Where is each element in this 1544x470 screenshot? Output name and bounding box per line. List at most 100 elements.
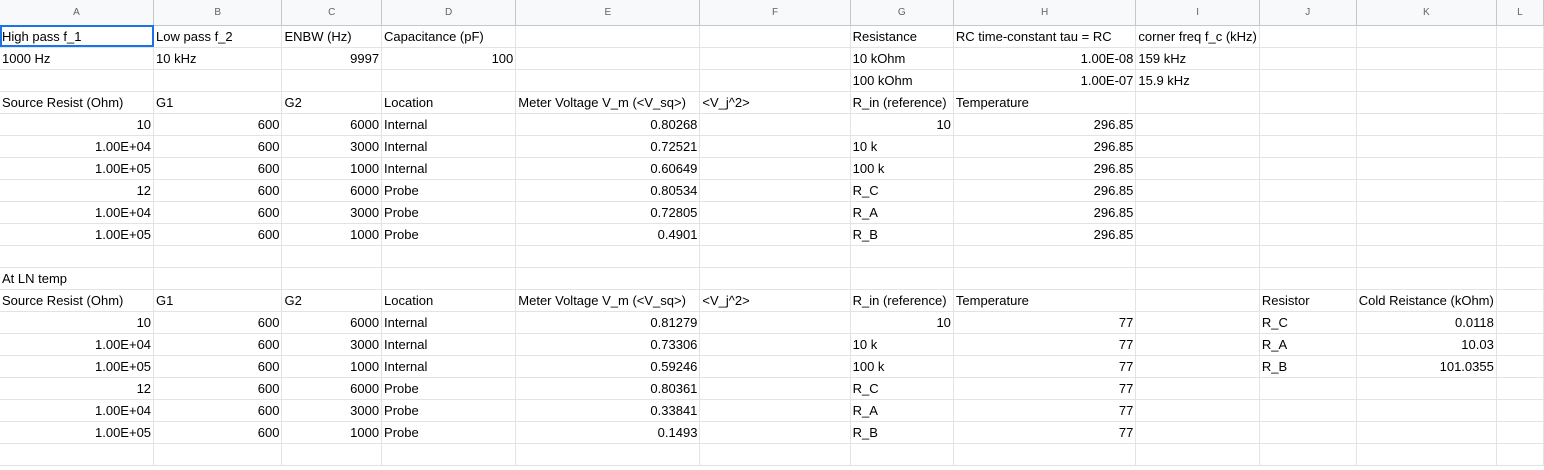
cell-i20[interactable] (1135, 443, 1260, 466)
cell-h14[interactable]: 77 (953, 311, 1137, 334)
cell-d13[interactable]: Location (381, 289, 517, 312)
cell-d9[interactable]: Probe (381, 201, 517, 224)
cell-b7[interactable]: 600 (153, 157, 283, 180)
cell-h3[interactable]: 1.00E-07 (953, 69, 1137, 92)
cell-k11[interactable] (1356, 245, 1497, 268)
cell-h7[interactable]: 296.85 (953, 157, 1137, 180)
cell-j3[interactable] (1259, 69, 1357, 92)
cell-l19[interactable] (1496, 421, 1544, 444)
cell-k16[interactable]: 101.0355 (1356, 355, 1497, 378)
cell-f17[interactable] (699, 377, 851, 400)
cell-j17[interactable] (1259, 377, 1357, 400)
cell-d16[interactable]: Internal (381, 355, 517, 378)
cell-e4[interactable]: Meter Voltage V_m (<V_sq>) (515, 91, 701, 114)
cell-d10[interactable]: Probe (381, 223, 517, 246)
cell-k7[interactable] (1356, 157, 1497, 180)
cell-j19[interactable] (1259, 421, 1357, 444)
cell-c17[interactable]: 6000 (281, 377, 383, 400)
cell-a8[interactable]: 12 (0, 179, 155, 202)
cell-l15[interactable] (1496, 333, 1544, 356)
cell-e13[interactable]: Meter Voltage V_m (<V_sq>) (515, 289, 701, 312)
cell-g11[interactable] (850, 245, 954, 268)
cell-b3[interactable] (153, 69, 283, 92)
cell-f5[interactable] (699, 113, 851, 136)
cell-b5[interactable]: 600 (153, 113, 283, 136)
cell-d19[interactable]: Probe (381, 421, 517, 444)
cell-a2[interactable]: 1000 Hz (0, 47, 155, 70)
cell-i2[interactable]: 159 kHz (1135, 47, 1260, 70)
cell-j7[interactable] (1259, 157, 1357, 180)
cell-g3[interactable]: 100 kOhm (850, 69, 954, 92)
cell-k3[interactable] (1356, 69, 1497, 92)
cell-g19[interactable]: R_B (850, 421, 954, 444)
cell-f9[interactable] (699, 201, 851, 224)
cell-a1[interactable]: High pass f_1 (0, 25, 155, 48)
cell-b18[interactable]: 600 (153, 399, 283, 422)
cell-c12[interactable] (281, 267, 383, 290)
cell-j6[interactable] (1259, 135, 1357, 158)
cell-e11[interactable] (515, 245, 701, 268)
cell-c7[interactable]: 1000 (281, 157, 383, 180)
cell-f6[interactable] (699, 135, 851, 158)
cell-a10[interactable]: 1.00E+05 (0, 223, 155, 246)
cell-f10[interactable] (699, 223, 851, 246)
cell-f2[interactable] (699, 47, 851, 70)
cell-b4[interactable]: G1 (153, 91, 283, 114)
cell-f3[interactable] (699, 69, 851, 92)
cell-h20[interactable] (953, 443, 1137, 466)
cell-k4[interactable] (1356, 91, 1497, 114)
cell-i4[interactable] (1135, 91, 1260, 114)
cell-l2[interactable] (1496, 47, 1544, 70)
cell-l3[interactable] (1496, 69, 1544, 92)
cell-h8[interactable]: 296.85 (953, 179, 1137, 202)
cell-j5[interactable] (1259, 113, 1357, 136)
cell-k18[interactable] (1356, 399, 1497, 422)
cell-e12[interactable] (515, 267, 701, 290)
cell-h2[interactable]: 1.00E-08 (953, 47, 1137, 70)
cell-f15[interactable] (699, 333, 851, 356)
cell-l11[interactable] (1496, 245, 1544, 268)
cell-d14[interactable]: Internal (381, 311, 517, 334)
cell-i8[interactable] (1135, 179, 1260, 202)
cell-i19[interactable] (1135, 421, 1260, 444)
cell-i18[interactable] (1135, 399, 1260, 422)
cell-d17[interactable]: Probe (381, 377, 517, 400)
cell-d12[interactable] (381, 267, 517, 290)
cell-c4[interactable]: G2 (281, 91, 383, 114)
cell-d1[interactable]: Capacitance (pF) (381, 25, 517, 48)
cell-f7[interactable] (699, 157, 851, 180)
cell-k12[interactable] (1356, 267, 1497, 290)
cell-a6[interactable]: 1.00E+04 (0, 135, 155, 158)
cell-h5[interactable]: 296.85 (953, 113, 1137, 136)
cell-c2[interactable]: 9997 (281, 47, 383, 70)
cell-b10[interactable]: 600 (153, 223, 283, 246)
cell-g4[interactable]: R_in (reference) (850, 91, 954, 114)
cell-l17[interactable] (1496, 377, 1544, 400)
cell-a19[interactable]: 1.00E+05 (0, 421, 155, 444)
cell-a18[interactable]: 1.00E+04 (0, 399, 155, 422)
cell-d6[interactable]: Internal (381, 135, 517, 158)
column-header-h[interactable]: H (953, 0, 1137, 26)
cell-d2[interactable]: 100 (381, 47, 517, 70)
cell-g18[interactable]: R_A (850, 399, 954, 422)
cell-b17[interactable]: 600 (153, 377, 283, 400)
cell-j18[interactable] (1259, 399, 1357, 422)
cell-c1[interactable]: ENBW (Hz) (281, 25, 383, 48)
cell-h9[interactable]: 296.85 (953, 201, 1137, 224)
cell-l4[interactable] (1496, 91, 1544, 114)
cell-g12[interactable] (850, 267, 954, 290)
column-header-l[interactable]: L (1496, 0, 1544, 26)
column-header-g[interactable]: G (850, 0, 954, 26)
cell-k14[interactable]: 0.0118 (1356, 311, 1497, 334)
cell-g9[interactable]: R_A (850, 201, 954, 224)
cell-j8[interactable] (1259, 179, 1357, 202)
cell-h1[interactable]: RC time-constant tau = RC (953, 25, 1137, 48)
cell-i1[interactable]: corner freq f_c (kHz) (1135, 25, 1260, 48)
cell-a17[interactable]: 12 (0, 377, 155, 400)
cell-a7[interactable]: 1.00E+05 (0, 157, 155, 180)
cell-c14[interactable]: 6000 (281, 311, 383, 334)
cell-k9[interactable] (1356, 201, 1497, 224)
cell-j16[interactable]: R_B (1259, 355, 1357, 378)
cell-b6[interactable]: 600 (153, 135, 283, 158)
cell-h15[interactable]: 77 (953, 333, 1137, 356)
